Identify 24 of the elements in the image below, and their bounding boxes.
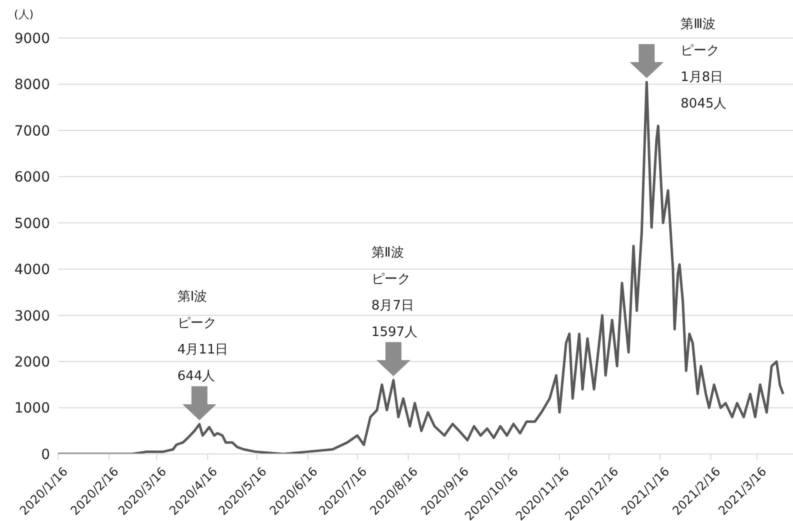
annotation: ピーク	[680, 44, 720, 59]
y-tick-label: 9000	[14, 30, 50, 47]
y-tick-label: 5000	[14, 216, 50, 232]
annotation: 1597人	[371, 325, 418, 340]
annotation: 第Ⅰ波	[177, 290, 208, 305]
annotation: 8月7日	[371, 298, 414, 314]
annotation: 644人	[177, 369, 216, 384]
annotation: ピーク	[371, 272, 410, 288]
annotation: 1月8日	[680, 70, 724, 86]
y-tick-label: 4000	[14, 262, 50, 278]
annotation: 8045人	[680, 96, 727, 112]
y-tick-label: 7000	[14, 123, 50, 140]
y-axis-title: (人)	[14, 8, 34, 21]
annotation: ピーク	[177, 316, 216, 332]
y-tick-label: 3000	[14, 308, 50, 324]
y-tick-label: 8000	[14, 77, 50, 94]
text: 第Ⅲ波	[680, 17, 716, 32]
y-tick-label: 0	[41, 446, 50, 463]
annotation: 第Ⅱ波	[371, 246, 404, 261]
y-tick-label: 1000	[14, 400, 50, 417]
line-series	[58, 80, 784, 454]
y-tick-label: 2000	[14, 354, 50, 371]
y-tick-label: 6000	[14, 170, 50, 186]
annotation: 4月11日	[177, 342, 228, 358]
